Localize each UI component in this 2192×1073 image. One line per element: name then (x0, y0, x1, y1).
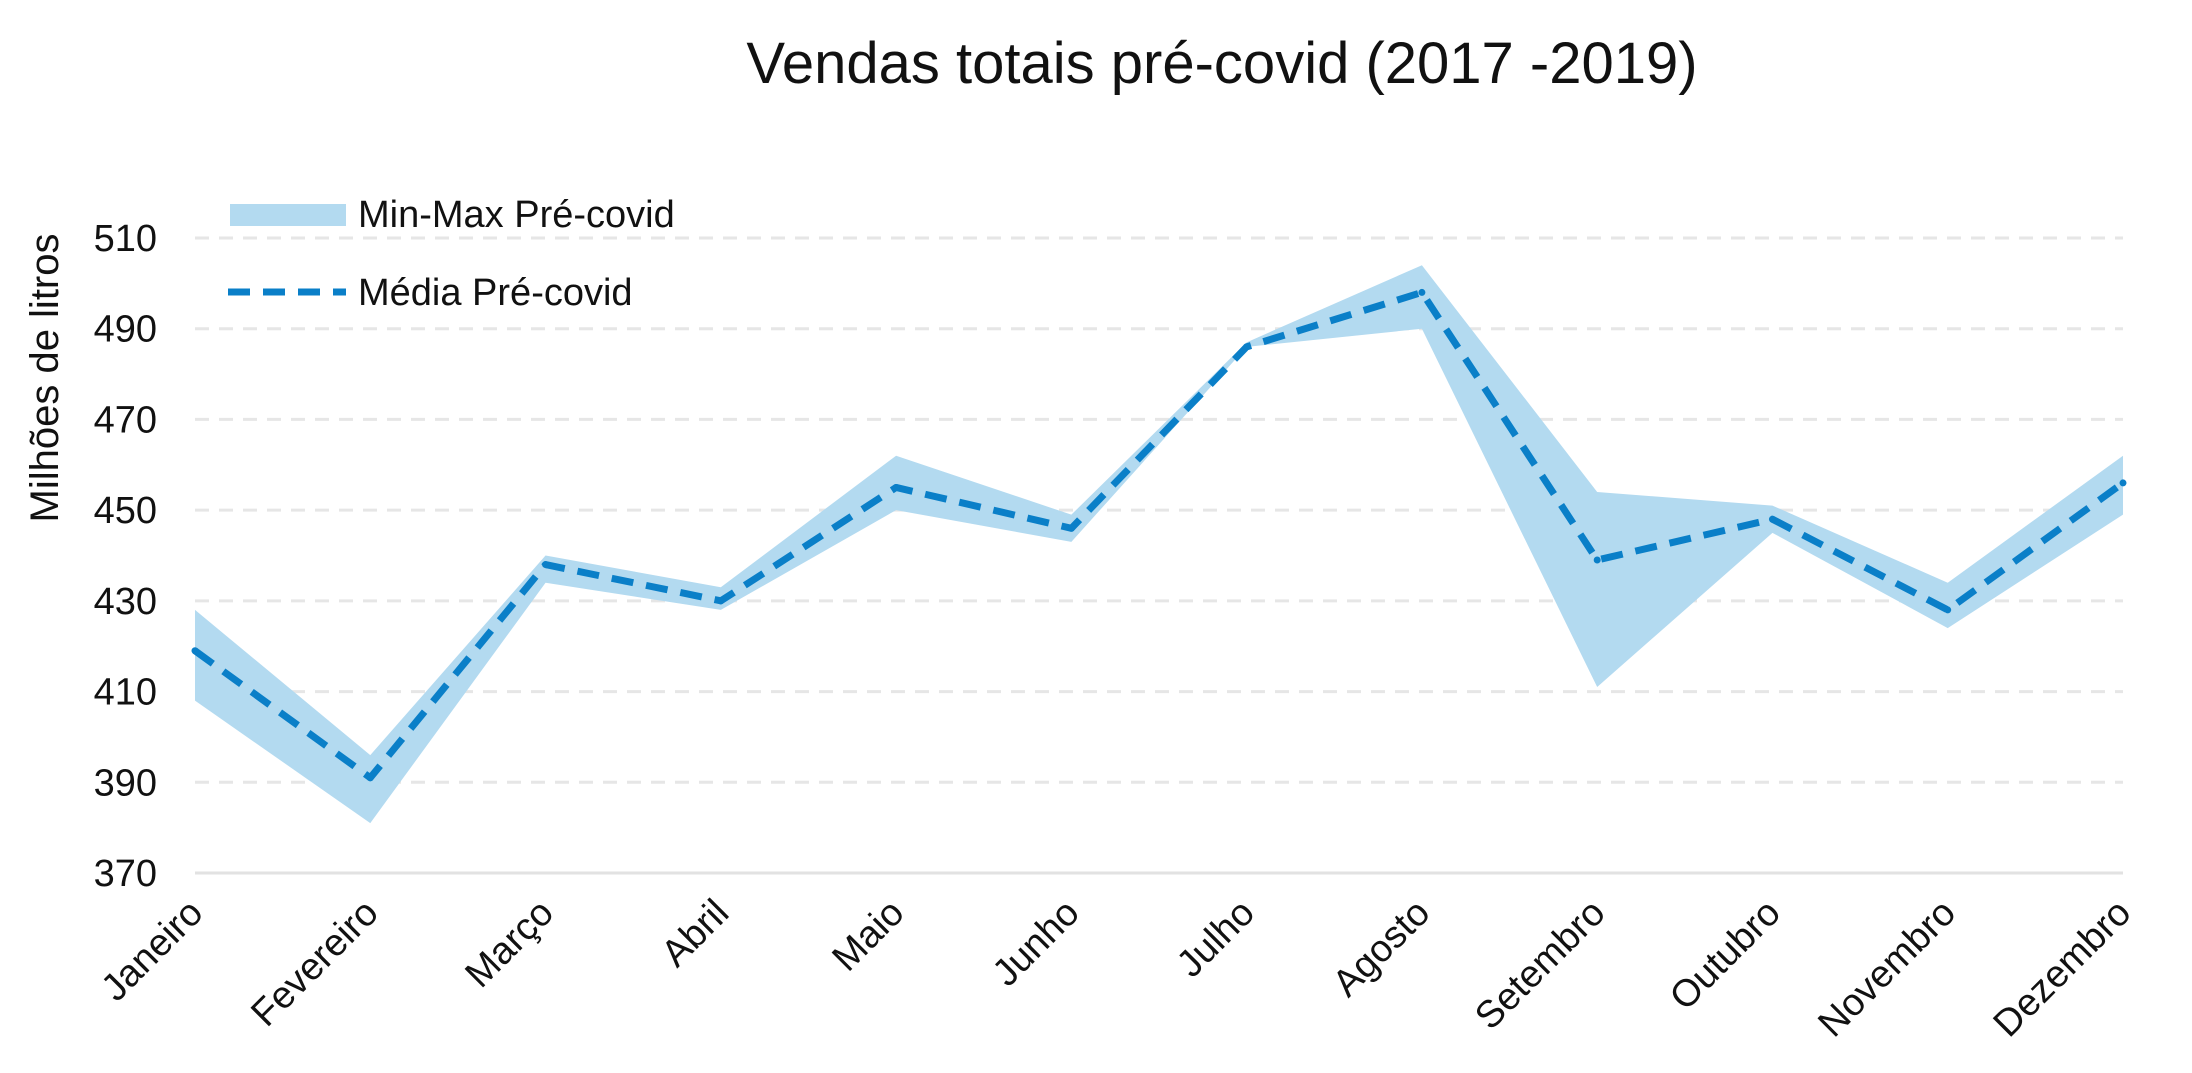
y-tick-label-510: 510 (94, 218, 157, 260)
x-tick-label-11: Novembro (1810, 892, 1964, 1046)
mean-point-1 (191, 647, 199, 655)
x-tick-label-9: Setembro (1467, 892, 1613, 1038)
x-tick-label-2: Fevereiro (243, 892, 386, 1035)
legend-mean-label: Média Pré-covid (358, 272, 633, 314)
legend: Min-Max Pré-covid Média Pré-covid (228, 194, 675, 314)
x-tick-label-6: Junho (985, 892, 1088, 995)
y-tick-label-430: 430 (94, 581, 157, 623)
y-tick-label-370: 370 (94, 853, 157, 895)
y-tick-labels: 510 490 470 450 430 410 390 370 (94, 218, 157, 895)
y-tick-label-470: 470 (94, 399, 157, 441)
legend-band-swatch (230, 204, 346, 226)
mean-point-4 (717, 597, 725, 605)
mean-point-11 (1944, 606, 1952, 614)
x-tick-label-10: Outubro (1662, 892, 1789, 1019)
x-tick-label-7: Julho (1169, 892, 1263, 986)
y-tick-label-490: 490 (94, 309, 157, 351)
mean-point-6 (1067, 524, 1075, 532)
y-tick-label-410: 410 (94, 672, 157, 714)
mean-point-8 (1418, 288, 1426, 296)
x-tick-label-3: Março (458, 892, 562, 996)
y-tick-label-450: 450 (94, 490, 157, 532)
x-tick-label-8: Agosto (1325, 892, 1438, 1005)
mean-point-10 (1768, 515, 1776, 523)
mean-point-9 (1593, 556, 1601, 564)
y-axis-label: Milhões de litros (23, 233, 67, 522)
x-tick-label-4: Abril (654, 892, 737, 975)
x-tick-label-12: Dezembro (1986, 892, 2140, 1046)
chart-title: Vendas totais pré-covid (2017 -2019) (746, 31, 1697, 96)
mean-point-7 (1243, 343, 1251, 351)
x-tick-label-5: Maio (825, 892, 913, 980)
data-layer (191, 265, 2127, 824)
legend-band-label: Min-Max Pré-covid (358, 194, 675, 236)
x-tick-labels: Janeiro Fevereiro Março Abril Maio Junho Julho… (94, 892, 2140, 1046)
gridlines (195, 236, 2123, 875)
mean-point-12 (2119, 479, 2127, 487)
mean-point-2 (366, 774, 374, 782)
y-tick-label-390: 390 (94, 762, 157, 804)
x-tick-label-1: Janeiro (94, 892, 212, 1010)
min-max-band (195, 265, 2123, 824)
mean-point-5 (892, 483, 900, 491)
mean-point-3 (542, 561, 550, 569)
